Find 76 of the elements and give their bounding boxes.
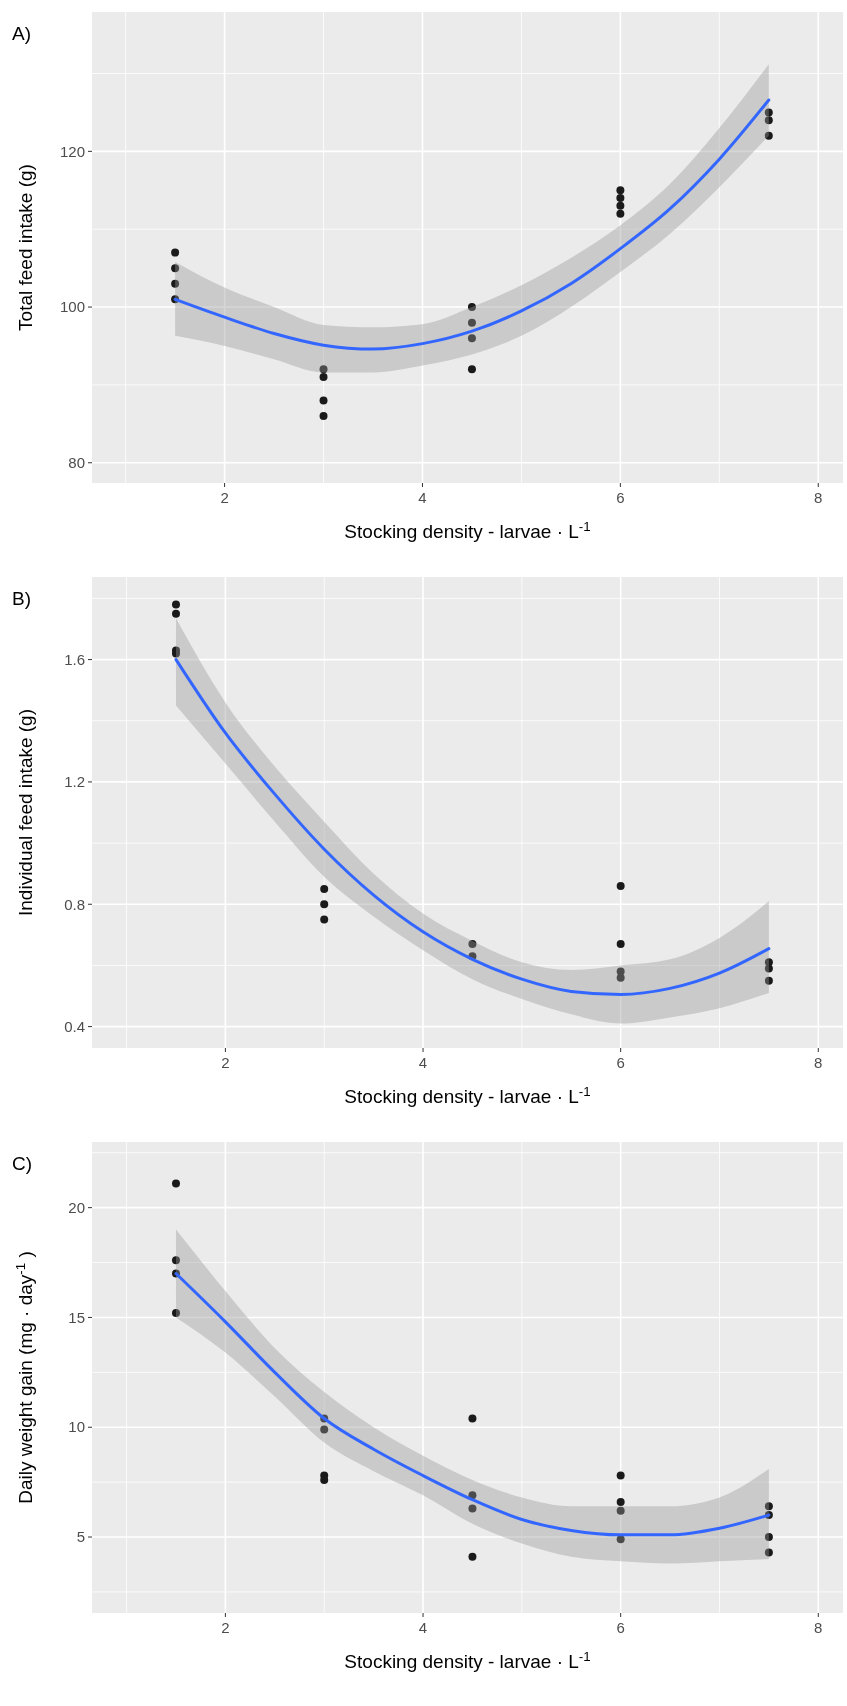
point [764, 116, 773, 125]
x-tick-label: 4 [418, 1054, 428, 1071]
point [616, 201, 625, 210]
x-tick-label: 8 [814, 1619, 823, 1636]
point [468, 940, 477, 949]
x-tick-label: 8 [814, 1054, 823, 1071]
point [616, 1535, 625, 1544]
x-axis-title: Stocking density - larvae · L$^{-1}$ [344, 1648, 591, 1672]
y-tick-label: 5 [76, 1528, 85, 1546]
point [764, 1502, 773, 1511]
point [764, 131, 773, 140]
point [616, 940, 625, 949]
point [764, 964, 773, 973]
point [616, 186, 625, 195]
y-tick-label: 0.4 [64, 1017, 85, 1035]
point [171, 1309, 180, 1318]
y-tick-label: 1.2 [64, 773, 85, 791]
point [467, 318, 476, 327]
point [467, 303, 476, 312]
point [764, 976, 773, 985]
point [764, 1533, 773, 1542]
point [616, 1497, 625, 1506]
x-tick-label: 4 [418, 489, 427, 506]
point [171, 279, 180, 288]
x-axis-title: Stocking density - larvae · L$^{-1}$ [344, 1083, 591, 1107]
point [764, 958, 773, 967]
point [468, 1552, 477, 1561]
text: A) [12, 23, 31, 44]
y-tick-label: 0.8 [64, 895, 85, 913]
x-tick-label: 8 [814, 489, 823, 506]
point [171, 1179, 180, 1188]
x-axis-title: Stocking density - larvae · L$^{-1}$ [344, 518, 591, 542]
point [468, 1504, 477, 1513]
point [764, 1548, 773, 1557]
line-series [173, 98, 771, 351]
point [171, 1256, 180, 1265]
y-tick-label: 80 [68, 454, 85, 472]
point [320, 884, 329, 893]
x-tick-label: 6 [616, 1619, 625, 1636]
point [616, 1506, 625, 1515]
point [616, 209, 625, 218]
y-tick-label: 10 [68, 1418, 85, 1436]
point [616, 194, 625, 203]
text: C) [12, 1153, 33, 1174]
point [467, 365, 476, 374]
point [171, 600, 180, 609]
y-axis-title: Total feed intake (g) [15, 164, 36, 331]
point [320, 900, 329, 909]
text: B) [12, 588, 31, 609]
point [320, 1425, 329, 1434]
x-tick-label: 2 [221, 1619, 230, 1636]
x-tick-label: 4 [418, 1619, 428, 1636]
y-tick-label: 100 [59, 298, 85, 316]
point [616, 1471, 625, 1480]
y-tick-label: 15 [68, 1308, 85, 1326]
point [319, 412, 328, 421]
y-tick-label: 20 [68, 1198, 85, 1216]
point [616, 881, 625, 890]
point [764, 108, 773, 117]
point [320, 915, 329, 924]
point [171, 248, 180, 257]
point [171, 264, 180, 273]
point [319, 373, 328, 382]
y-axis-title: Individual feed intake (g) [15, 708, 36, 917]
point [468, 1414, 477, 1423]
y-tick-label: 1.6 [64, 650, 85, 668]
point [171, 609, 180, 618]
point [467, 334, 476, 343]
y-tick-label: 120 [59, 142, 85, 160]
point [319, 365, 328, 374]
point [616, 973, 625, 982]
x-tick-label: 6 [616, 489, 625, 506]
x-tick-label: 6 [616, 1054, 625, 1071]
x-tick-label: 2 [220, 489, 229, 506]
x-tick-label: 2 [221, 1054, 230, 1071]
point [319, 396, 328, 405]
